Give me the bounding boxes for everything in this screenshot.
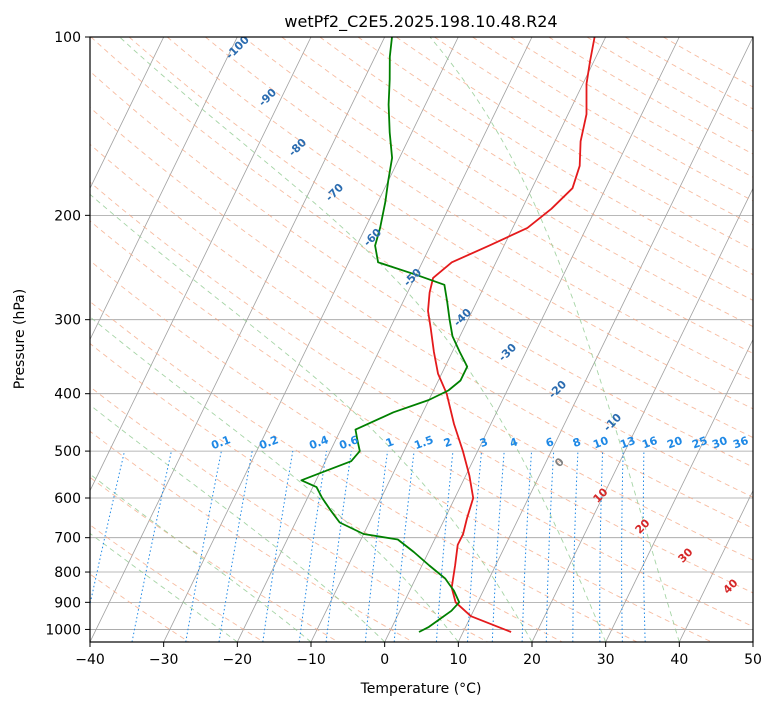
mixing-ratio-label: 0.6: [337, 433, 360, 452]
dry-adiabat-line: [90, 70, 753, 498]
isotherm-line: [457, 37, 753, 642]
x-tick-label: 20: [523, 652, 541, 668]
dry-adiabat-line: [357, 37, 753, 276]
mixing-ratio-label: 3: [478, 435, 490, 450]
mixing-ratio-label: 6: [544, 435, 556, 450]
isotherm-line: [90, 37, 165, 190]
x-tick-label: −40: [75, 652, 105, 668]
isotherm-line: [531, 187, 753, 642]
mixing-ratio-label: 0.2: [257, 433, 280, 452]
mixing-ratio-line: [364, 451, 388, 642]
x-axis: −40 −30 −20 −10 0 10 20 30 40 50: [75, 642, 762, 668]
moist-adiabat-line: [90, 404, 386, 642]
plot-area: [90, 37, 753, 642]
mixing-ratio-line: [325, 451, 352, 642]
mixing-ratio-label: 10: [591, 434, 610, 452]
y-tick-label: 400: [54, 387, 81, 403]
x-tick-label: 0: [380, 652, 389, 668]
x-tick-label: 10: [449, 652, 467, 668]
mixing-ratio-label: 30: [710, 434, 729, 452]
dry-adiabat-line: [90, 430, 414, 642]
y-tick-label: 900: [54, 595, 81, 611]
moist-adiabat-line: [429, 37, 680, 642]
plot-frame: [89, 36, 754, 643]
mixing-ratio-label: 1: [384, 435, 396, 450]
y-axis: 100 200 300 400 500 600 700 800 900 1000: [45, 30, 90, 638]
isotherm-line: [384, 37, 680, 642]
dry-adiabat-line: [90, 37, 753, 468]
dry-adiabat-line: [90, 181, 753, 594]
mixing-ratio-line: [435, 451, 454, 642]
y-tick-label: 800: [54, 565, 81, 581]
x-tick-label: −20: [223, 652, 253, 668]
dry-adiabat-line: [128, 37, 753, 439]
mixing-ratio-label: 4: [508, 435, 520, 450]
y-axis-label: Pressure (hPa): [12, 289, 28, 389]
y-tick-label: 1000: [45, 622, 81, 638]
isotherm-line: [163, 37, 459, 642]
mixing-ratio-label: 16: [640, 434, 659, 452]
dry-adiabat-line: [472, 37, 753, 202]
dewpoint-profile-line: [300, 37, 469, 633]
isotherm-line: [90, 37, 312, 492]
x-tick-label: 30: [597, 652, 615, 668]
isotherm-line: [236, 37, 533, 642]
chart-title: wetPf2_C2E5.2025.198.10.48.R24: [284, 12, 557, 32]
y-tick-label: 300: [54, 313, 81, 329]
mixing-ratio-label: 1.5: [412, 433, 435, 452]
moist-adiabat-line: [90, 473, 312, 642]
dry-adiabat-line: [243, 37, 753, 354]
x-tick-label: 40: [670, 652, 688, 668]
mixing-ratio-line: [393, 451, 415, 642]
dry-adiabat-line: [167, 37, 753, 410]
x-axis-label: Temperature (°C): [360, 681, 482, 697]
y-tick-label: 200: [54, 208, 81, 224]
mixing-ratio-label: 8: [571, 435, 583, 450]
isotherm-line: [90, 37, 386, 642]
dry-adiabat-line: [548, 37, 753, 155]
dry-adiabat-line: [90, 220, 753, 628]
y-tick-label: 600: [54, 491, 81, 507]
y-tick-label: 700: [54, 531, 81, 547]
mixing-ratio-label: 25: [690, 434, 709, 451]
dry-adiabat-line: [90, 260, 712, 642]
isotherm-line: [605, 338, 753, 642]
mixing-ratio-label: 0.1: [209, 433, 232, 452]
dry-adiabat-line: [90, 301, 638, 642]
mixing-ratio-label: 20: [665, 434, 684, 452]
mixing-ratio-line: [131, 450, 172, 642]
dry-adiabat-line: [90, 106, 753, 529]
dry-adiabat-line: [90, 342, 563, 642]
moist-adiabat-line: [90, 193, 533, 642]
mixing-ratio-line: [262, 451, 294, 642]
y-tick-label: 100: [54, 30, 81, 46]
dry-adiabat-line: [281, 37, 753, 328]
mixing-ratio-label: 36: [731, 434, 750, 452]
dry-adiabat-line: [434, 37, 753, 226]
x-tick-label: −10: [296, 652, 326, 668]
mixing-ratio-label: 13: [618, 434, 637, 451]
mixing-ratio-label: 2: [442, 435, 454, 450]
y-tick-label: 500: [54, 444, 81, 460]
x-tick-label: 50: [744, 652, 762, 668]
mixing-ratio-label: 0.4: [307, 433, 330, 452]
isotherm-line: [678, 489, 753, 642]
temperature-profile-line: [427, 37, 596, 633]
x-tick-label: −30: [149, 652, 179, 668]
moist-adiabat-line: [90, 316, 459, 642]
moist-adiabat-line: [119, 37, 607, 642]
